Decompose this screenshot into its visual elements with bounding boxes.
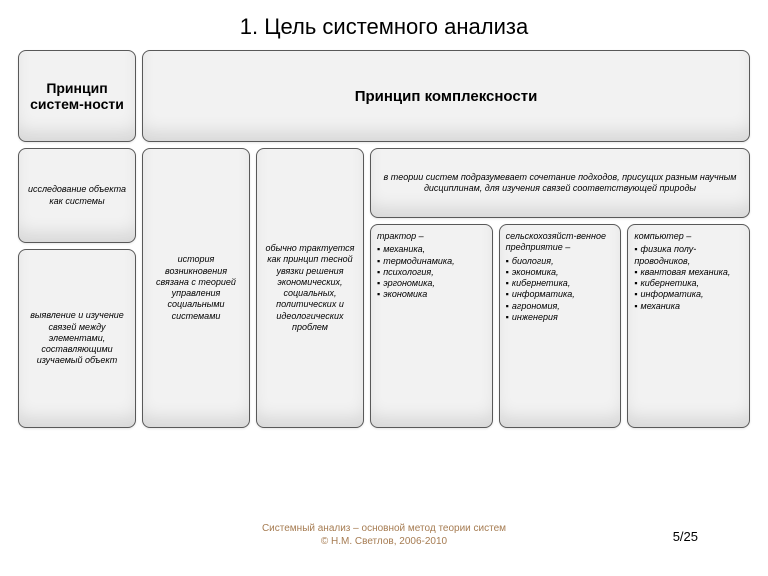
- page-number: 5/25: [673, 529, 698, 544]
- column-left: Принцип систем-ности исследование объект…: [18, 50, 136, 428]
- list-item: кибернетика,: [506, 278, 615, 289]
- example-box-1: трактор – механика,термодинамика,психоло…: [370, 224, 493, 428]
- example2-list: биология,экономика,кибернетика,информати…: [506, 256, 615, 324]
- footer-line1: Системный анализ – основной метод теории…: [262, 522, 506, 535]
- list-item: механика,: [377, 244, 486, 255]
- list-item: экономика: [377, 289, 486, 300]
- right-header: Принцип комплексности: [142, 50, 750, 142]
- list-item: кибернетика,: [634, 278, 743, 289]
- list-item: термодинамика,: [377, 256, 486, 267]
- example3-list: физика полу-проводников,квантовая механи…: [634, 244, 743, 312]
- example-box-3: компьютер – физика полу-проводников,кван…: [627, 224, 750, 428]
- footer-line2: © Н.М. Светлов, 2006-2010: [262, 535, 506, 548]
- right-col1-box: история возникновения связана с теорией …: [142, 148, 250, 428]
- example1-lead: трактор –: [377, 231, 486, 242]
- footer: Системный анализ – основной метод теории…: [0, 522, 768, 548]
- list-item: инженерия: [506, 312, 615, 323]
- diagram: Принцип систем-ности исследование объект…: [0, 50, 768, 428]
- right-col3-top: в теории систем подразумевает сочетание …: [370, 148, 750, 218]
- left-header: Принцип систем-ности: [18, 50, 136, 142]
- example3-lead: компьютер –: [634, 231, 743, 242]
- list-item: информатика,: [634, 289, 743, 300]
- example2-lead: сельскохозяйст-венное предприятие –: [506, 231, 615, 254]
- left-box-1: исследование объекта как системы: [18, 148, 136, 243]
- example-box-2: сельскохозяйст-венное предприятие – биол…: [499, 224, 622, 428]
- example1-list: механика,термодинамика,психология,эргоно…: [377, 244, 486, 300]
- page-title: 1. Цель системного анализа: [0, 0, 768, 50]
- left-box-2: выявление и изучение связей между элемен…: [18, 249, 136, 428]
- list-item: механика: [634, 301, 743, 312]
- column-right: Принцип комплексности история возникнове…: [142, 50, 750, 428]
- list-item: экономика,: [506, 267, 615, 278]
- list-item: агрономия,: [506, 301, 615, 312]
- list-item: биология,: [506, 256, 615, 267]
- footer-center: Системный анализ – основной метод теории…: [262, 522, 506, 548]
- list-item: физика полу-проводников,: [634, 244, 743, 267]
- list-item: квантовая механика,: [634, 267, 743, 278]
- list-item: психология,: [377, 267, 486, 278]
- right-col2-box: обычно трактуется как принцип тесной увя…: [256, 148, 364, 428]
- list-item: информатика,: [506, 289, 615, 300]
- list-item: эргономика,: [377, 278, 486, 289]
